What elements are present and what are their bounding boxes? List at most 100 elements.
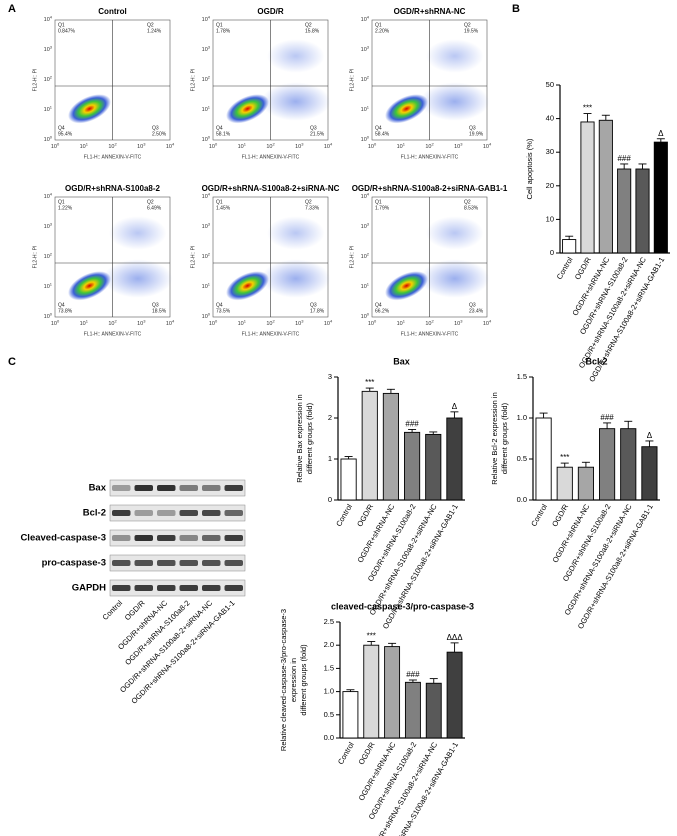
axis-tick-label: 104 xyxy=(166,319,175,328)
event-cloud xyxy=(109,216,167,250)
tick-exponent: 3 xyxy=(460,142,463,147)
blot-band xyxy=(202,585,221,591)
tick-base: 10 xyxy=(397,321,403,327)
tick-exponent: 2 xyxy=(50,75,53,80)
y-tick-label: 10 xyxy=(546,214,554,223)
tick-base: 10 xyxy=(425,144,431,150)
tick-base: 10 xyxy=(44,284,50,290)
tick-exponent: 4 xyxy=(50,15,53,20)
quadrant-percent: 95.4% xyxy=(58,131,73,137)
y-tick-label: 0 xyxy=(550,248,554,257)
blot-band xyxy=(224,585,243,591)
significance-mark: ### xyxy=(600,413,614,422)
axis-tick-label: 102 xyxy=(266,142,275,151)
y-tick-label: 0 xyxy=(328,495,332,504)
quadrant-name: Q2 xyxy=(305,199,312,205)
tick-base: 10 xyxy=(137,321,143,327)
flow-title: Control xyxy=(98,7,126,16)
tick-exponent: 2 xyxy=(208,252,211,257)
tick-exponent: 2 xyxy=(431,319,434,324)
significance-mark: *** xyxy=(583,104,592,113)
y-tick-label: 0.0 xyxy=(324,733,334,742)
tick-base: 10 xyxy=(361,284,367,290)
tick-base: 10 xyxy=(209,321,215,327)
axis-tick-label: 103 xyxy=(361,45,370,54)
y-tick-label: 40 xyxy=(546,114,554,123)
axis-tick-label: 100 xyxy=(51,319,60,328)
x-tick-label: OGD/R xyxy=(357,740,377,766)
axis-tick-label: 104 xyxy=(483,142,492,151)
tick-exponent: 2 xyxy=(114,319,117,324)
quadrant-name: Q1 xyxy=(375,199,382,205)
tick-base: 10 xyxy=(209,144,215,150)
tick-exponent: 2 xyxy=(50,252,53,257)
tick-exponent: 1 xyxy=(244,319,247,324)
tick-base: 10 xyxy=(202,314,208,320)
y-axis-label: FL2-H:: PI xyxy=(32,69,38,92)
bar xyxy=(404,431,421,501)
chart-title: Bcl-2 xyxy=(585,356,607,366)
chart-title: cleaved-caspase-3/pro-caspase-3 xyxy=(331,601,474,611)
quadrant-percent: 19.9% xyxy=(469,131,484,137)
quadrant-percent: 2.20% xyxy=(375,28,390,34)
axis-tick-label: 103 xyxy=(295,319,304,328)
significance-mark: ### xyxy=(406,670,420,679)
blot-row-label: Bax xyxy=(89,483,107,494)
y-tick-label: 2.5 xyxy=(324,617,334,626)
x-axis-label: FL1-H:: ANNEXIN-V-FITC xyxy=(401,331,459,337)
blot-band xyxy=(179,535,198,541)
tick-base: 10 xyxy=(202,107,208,113)
axis-tick-label: 101 xyxy=(202,282,211,291)
quadrant-name: Q3 xyxy=(152,125,159,131)
axis-tick-label: 102 xyxy=(425,319,434,328)
tick-exponent: 0 xyxy=(208,312,211,317)
tick-exponent: 2 xyxy=(272,142,275,147)
axis-tick-label: 101 xyxy=(397,142,406,151)
tick-base: 10 xyxy=(295,321,301,327)
tick-base: 10 xyxy=(266,144,272,150)
blot-band xyxy=(179,560,198,566)
blot-band xyxy=(112,510,131,516)
tick-exponent: 4 xyxy=(330,142,333,147)
y-axis-label: different groups (fold) xyxy=(305,402,314,474)
blot-strip xyxy=(109,554,246,572)
blot-band xyxy=(157,485,176,491)
tick-base: 10 xyxy=(202,194,208,200)
tick-base: 10 xyxy=(483,144,489,150)
y-tick-label: 20 xyxy=(546,181,554,190)
blot-band xyxy=(157,560,176,566)
tick-exponent: 3 xyxy=(50,45,53,50)
tick-base: 10 xyxy=(202,137,208,143)
y-axis-label: Cell apoptosis (%) xyxy=(525,138,534,199)
tick-exponent: 0 xyxy=(374,142,377,147)
quadrant-name: Q3 xyxy=(469,302,476,308)
x-tick-label: Control xyxy=(529,502,549,528)
quadrant-percent: 19.5% xyxy=(464,28,479,34)
y-tick-label: 0.5 xyxy=(324,710,334,719)
tick-exponent: 1 xyxy=(367,105,370,110)
tick-base: 10 xyxy=(44,254,50,260)
y-axis-label: FL2-H:: PI xyxy=(349,69,355,92)
quadrant-name: Q2 xyxy=(147,199,154,205)
tick-base: 10 xyxy=(108,321,114,327)
axis-tick-label: 104 xyxy=(324,142,333,151)
tick-exponent: 1 xyxy=(208,105,211,110)
quadrant-name: Q2 xyxy=(464,22,471,28)
axis-tick-label: 103 xyxy=(295,142,304,151)
x-tick-label: OGD/R xyxy=(550,502,570,528)
bar xyxy=(446,651,463,739)
blot-strip xyxy=(109,479,246,497)
axis-tick-label: 100 xyxy=(368,319,377,328)
axis-tick-label: 100 xyxy=(202,135,211,144)
axis-tick-label: 104 xyxy=(324,319,333,328)
tick-base: 10 xyxy=(44,194,50,200)
y-axis-label: FL2-H:: PI xyxy=(190,246,196,269)
x-tick-label: Control xyxy=(336,740,356,766)
quadrant-percent: 23.4% xyxy=(469,308,484,314)
axis-tick-label: 100 xyxy=(44,312,53,321)
y-tick-label: 1.0 xyxy=(324,687,334,696)
tick-base: 10 xyxy=(238,144,244,150)
axis-tick-label: 104 xyxy=(166,142,175,151)
tick-base: 10 xyxy=(361,314,367,320)
flow-title: OGD/R xyxy=(257,7,283,16)
